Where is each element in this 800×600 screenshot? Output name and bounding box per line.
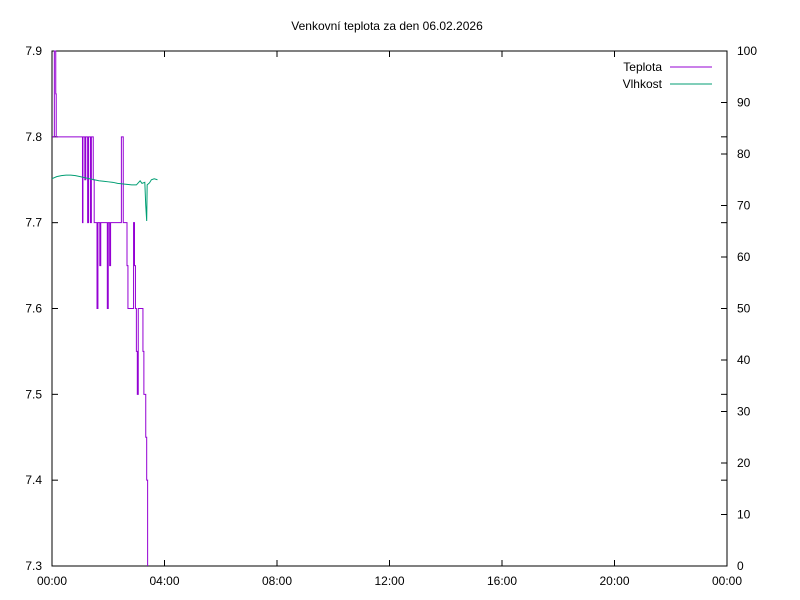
right-y-tick-label-2: 20 <box>737 456 751 470</box>
right-y-tick-label-9: 90 <box>737 96 751 110</box>
series-line-vlhkost <box>51 174 158 221</box>
right-y-tick-label-10: 100 <box>737 44 757 58</box>
series-line-teplota <box>52 50 149 566</box>
right-y-tick-label-5: 50 <box>737 302 751 316</box>
legend-label-vlhkost: Vlhkost <box>623 77 663 91</box>
right-y-tick-label-8: 80 <box>737 147 751 161</box>
right-y-tick-label-3: 30 <box>737 405 751 419</box>
left-y-tick-label-1: 7.4 <box>25 473 42 487</box>
x-tick-label-4: 16:00 <box>487 574 517 588</box>
right-y-axis: 0 10 20 30 40 50 60 70 80 90 100 <box>721 44 757 573</box>
right-y-tick-label-6: 60 <box>737 250 751 264</box>
x-tick-label-1: 04:00 <box>149 574 179 588</box>
series-layer <box>51 50 158 566</box>
left-y-tick-label-5: 7.8 <box>25 130 42 144</box>
left-y-tick-label-6: 7.9 <box>25 44 42 58</box>
right-y-tick-label-7: 70 <box>737 199 751 213</box>
left-y-tick-label-3: 7.6 <box>25 302 42 316</box>
left-y-tick-label-2: 7.5 <box>25 387 42 401</box>
x-axis: 00:00 04:00 08:00 12:00 16:00 20:00 00:00 <box>37 51 742 588</box>
x-tick-label-3: 12:00 <box>374 574 404 588</box>
left-y-tick-label-4: 7.7 <box>25 216 42 230</box>
right-y-tick-label-0: 0 <box>737 559 744 573</box>
legend-label-teplota: Teplota <box>623 60 662 74</box>
x-tick-label-2: 08:00 <box>262 574 292 588</box>
legend: Teplota Vlhkost <box>623 60 712 91</box>
left-y-tick-label-0: 7.3 <box>25 559 42 573</box>
chart-title: Venkovní teplota za den 06.02.2026 <box>291 19 483 33</box>
right-y-tick-label-1: 10 <box>737 508 751 522</box>
right-y-tick-label-4: 40 <box>737 353 751 367</box>
x-tick-label-5: 20:00 <box>599 574 629 588</box>
x-tick-label-6: 00:00 <box>712 574 742 588</box>
plot-frame <box>51 50 728 567</box>
x-tick-label-0: 00:00 <box>37 574 67 588</box>
